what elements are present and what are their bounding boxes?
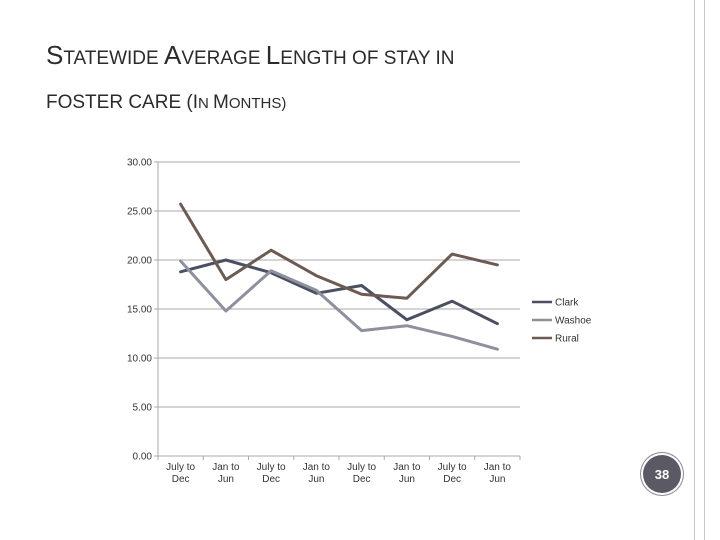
series-line-washoe [179, 259, 499, 351]
x-tick-label-line: Jun [489, 474, 505, 485]
x-tick-label: July to Dec [438, 462, 467, 485]
x-tick-label-line: July to [257, 462, 286, 473]
x-tick-label: July to Dec [347, 462, 376, 485]
slide-title: STATEWIDE AVERAGE LENGTH OF STAY IN FOST… [46, 34, 666, 125]
x-tick-label-line: July to [347, 462, 376, 473]
x-tick-label-line: Jan to [484, 462, 512, 473]
y-tick-label: 5.00 [133, 403, 153, 414]
y-axis-tick-labels: 0.00 5.00 10.00 15.00 20.00 25.00 30.00 [127, 158, 152, 463]
legend-label-clark: Clark [555, 298, 579, 309]
x-tick-label-line: July to [166, 462, 195, 473]
x-tick-label: Jan to Jun [484, 462, 512, 485]
x-tick-label-line: Jun [399, 474, 415, 485]
x-tick-label-line: Dec [172, 474, 190, 485]
legend: Clark Washoe Rural [532, 298, 592, 345]
y-tick-label: 15.00 [127, 305, 152, 316]
legend-label-rural: Rural [555, 334, 579, 345]
x-tick-label: Jan to Jun [393, 462, 421, 485]
x-tick-label: Jan to Jun [212, 462, 240, 485]
legend-label-washoe: Washoe [555, 316, 592, 327]
axes [157, 162, 521, 460]
x-tick-label-line: Jun [218, 474, 234, 485]
x-tick-label-line: Jun [308, 474, 324, 485]
title-line-1: STATEWIDE AVERAGE LENGTH OF STAY IN [46, 40, 455, 70]
y-tick-label: 30.00 [127, 158, 152, 169]
series-line-clark [179, 258, 499, 326]
x-tick-label: July to Dec [166, 462, 195, 485]
x-tick-label-line: Jan to [212, 462, 240, 473]
frame-line-right [704, 0, 705, 540]
series-lines [179, 202, 499, 351]
x-tick-label-line: July to [438, 462, 467, 473]
frame-line-left [694, 0, 695, 540]
y-tick-label: 20.00 [127, 256, 152, 267]
y-tick-label: 10.00 [127, 354, 152, 365]
x-tick-label-line: Dec [353, 474, 371, 485]
title-line-2: FOSTER CARE (IN MONTHS) [46, 92, 287, 113]
x-tick-label-line: Jan to [303, 462, 331, 473]
y-tick-label: 25.00 [127, 207, 152, 218]
x-tick-label-line: Dec [443, 474, 461, 485]
x-tick-label-line: Dec [262, 474, 280, 485]
series-line-rural [179, 202, 499, 300]
x-tick-label: July to Dec [257, 462, 286, 485]
x-tick-label-line: Jan to [393, 462, 421, 473]
x-tick-label: Jan to Jun [303, 462, 331, 485]
y-tick-label: 0.00 [133, 452, 153, 463]
page-number-badge: 38 [643, 455, 681, 493]
